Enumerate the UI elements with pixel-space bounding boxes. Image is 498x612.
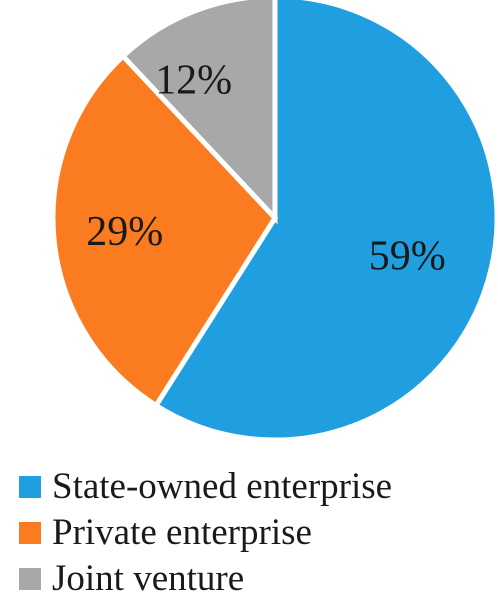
pie-slice-joint-venture (119, 0, 278, 225)
legend-label-private-enterprise: Private enterprise (52, 512, 312, 553)
legend-label-joint-venture: Joint venture (52, 558, 245, 599)
pie-slice-labels: 59% 29% 12% (86, 57, 446, 279)
pie-slice-private-enterprise (50, 52, 279, 409)
legend-swatch-state-owned-enterprise (19, 476, 41, 498)
pie-label-private-enterprise: 29% (86, 209, 163, 255)
legend-swatch-private-enterprise (19, 522, 41, 544)
pie-slice-state-owned-enterprise (152, 0, 498, 443)
legend-label-state-owned-enterprise: State-owned enterprise (52, 466, 393, 507)
legend-item-joint-venture: Joint venture (0, 556, 498, 602)
pie-chart: 59% 29% 12% (50, 0, 498, 443)
legend: State-owned enterprise Private enterpris… (0, 464, 498, 602)
pie-label-state-owned-enterprise: 59% (369, 233, 446, 279)
legend-item-private-enterprise: Private enterprise (0, 510, 498, 556)
pie-slices (50, 0, 498, 443)
legend-item-state-owned-enterprise: State-owned enterprise (0, 464, 498, 510)
legend-swatch-joint-venture (19, 568, 41, 590)
pie-label-joint-venture: 12% (155, 57, 232, 103)
